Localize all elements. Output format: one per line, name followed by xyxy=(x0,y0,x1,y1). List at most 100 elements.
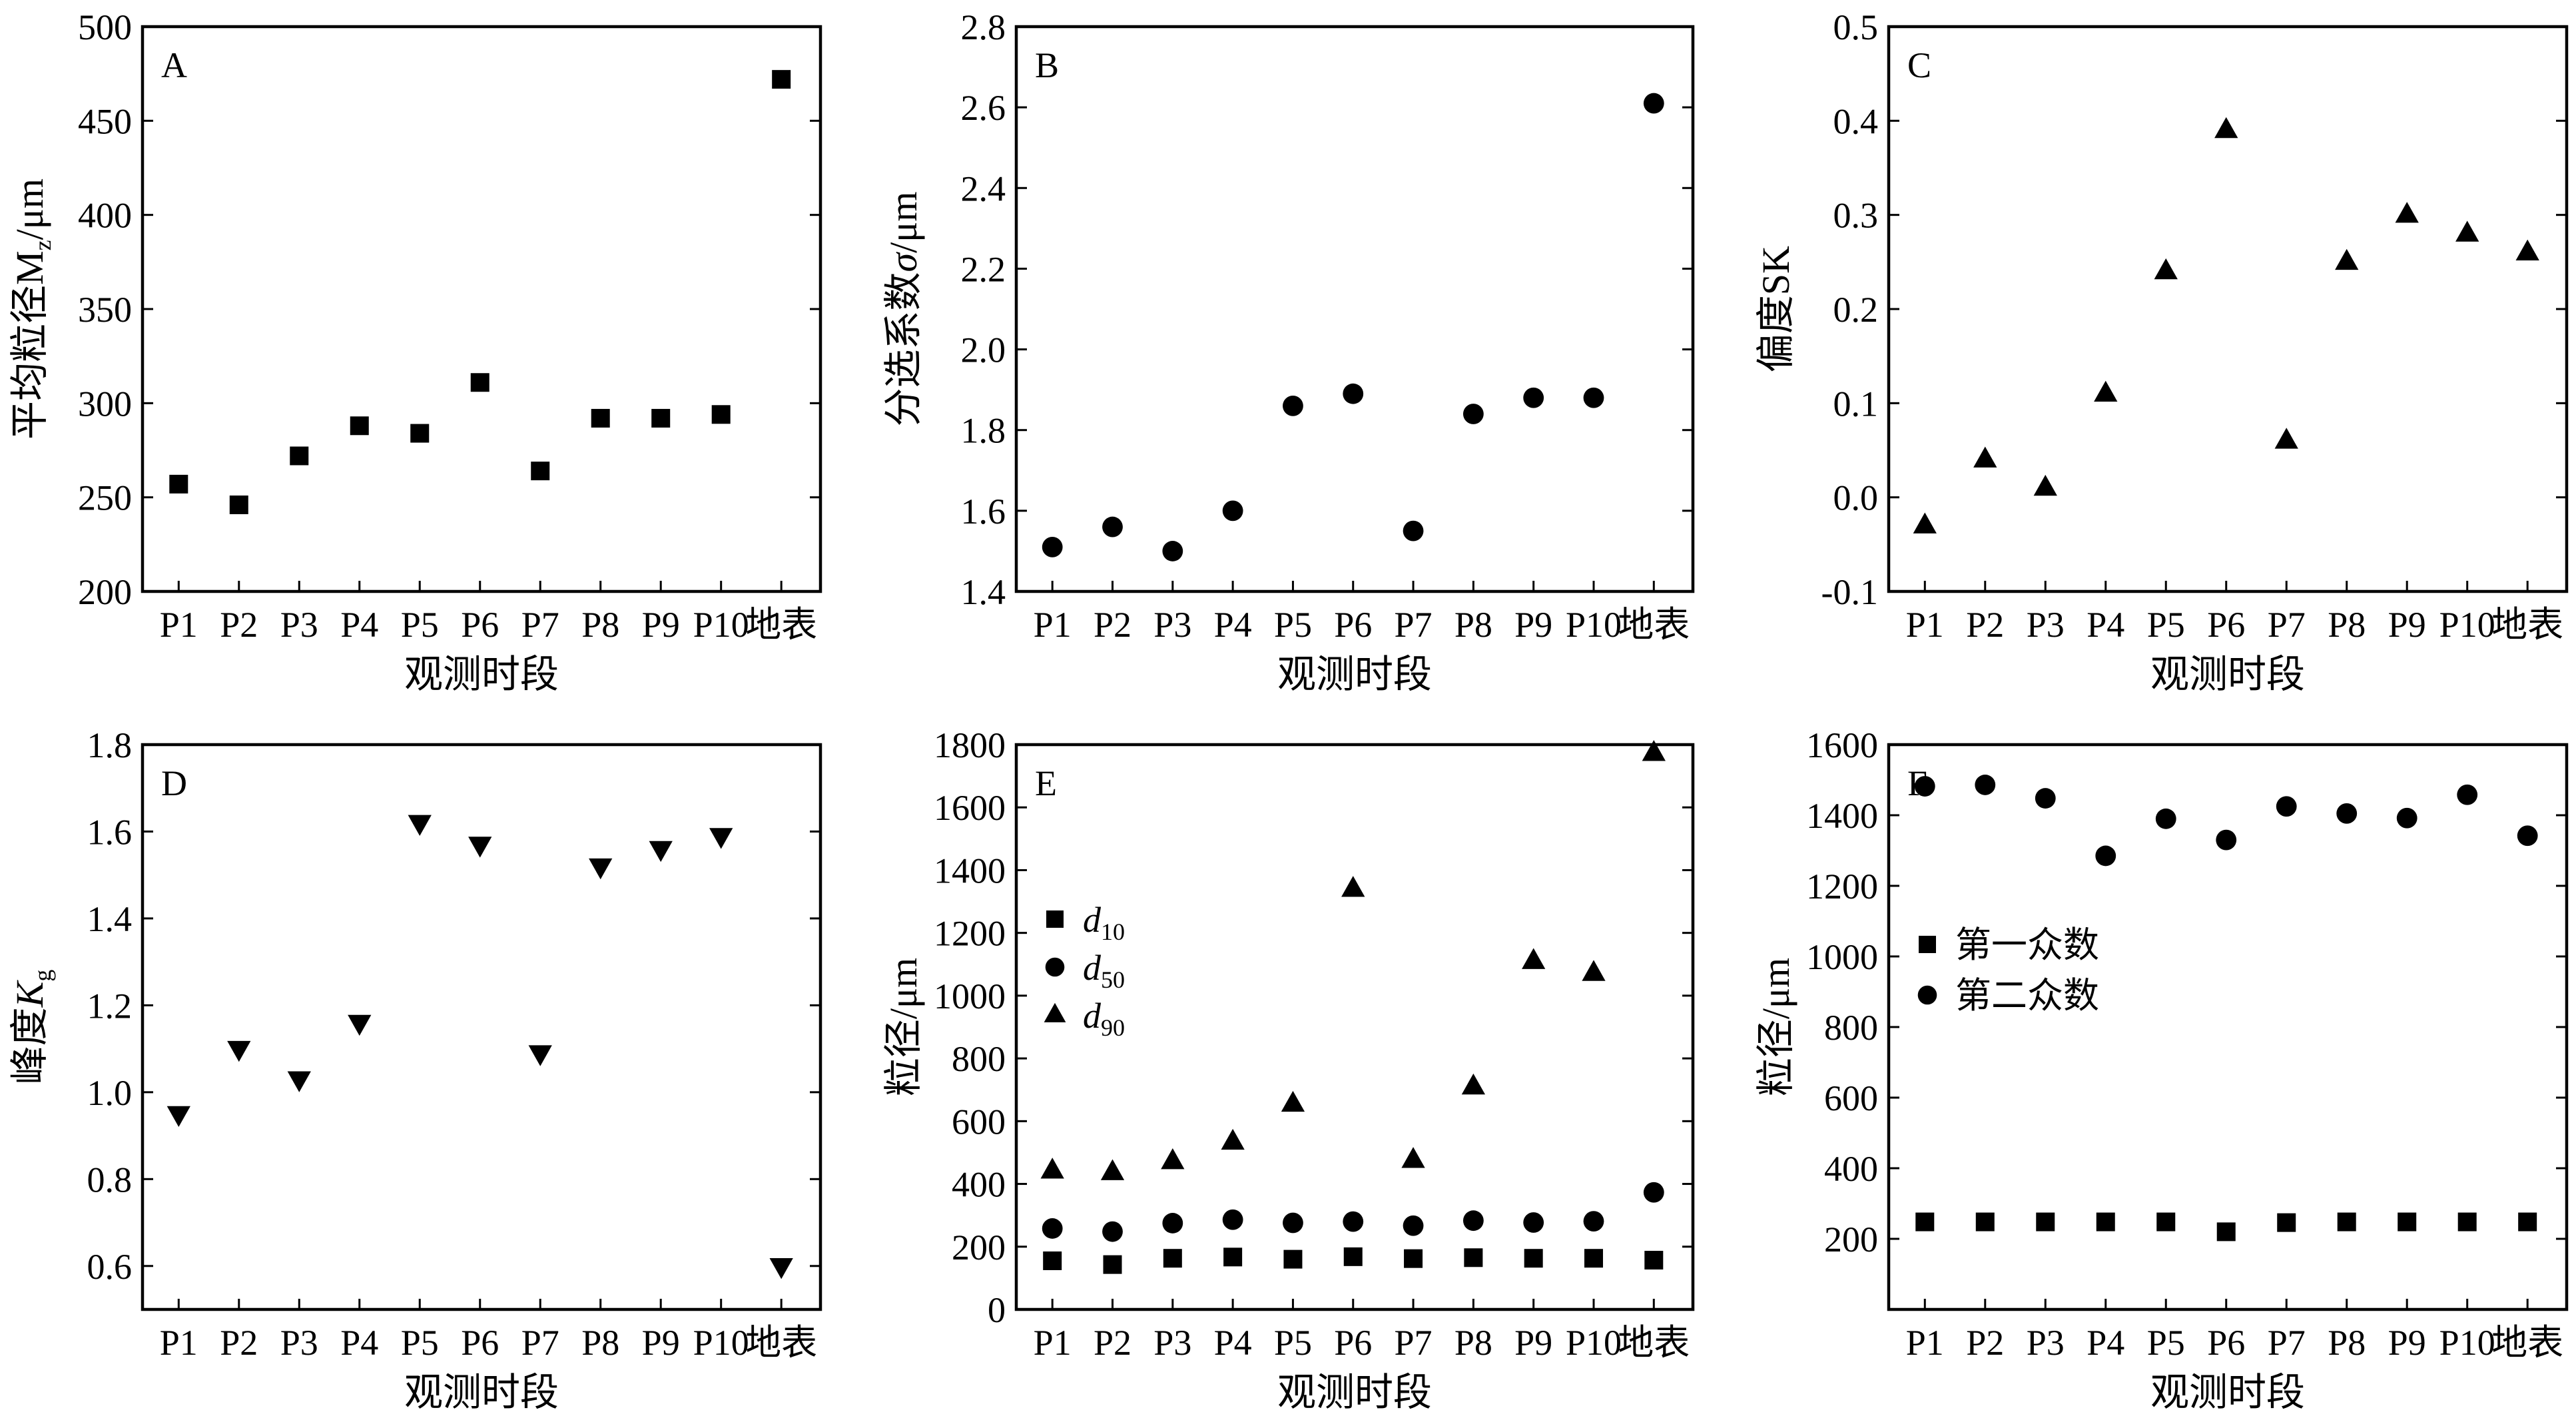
x-tick-label: 地表 xyxy=(2491,1323,2563,1363)
x-tick-label: P2 xyxy=(220,1323,258,1363)
x-tick-label: P3 xyxy=(2027,1323,2065,1363)
y-tick-label: 250 xyxy=(78,478,132,518)
x-tick-label: P3 xyxy=(280,605,318,645)
data-point xyxy=(2457,784,2478,805)
data-point xyxy=(591,408,610,428)
y-tick-label: 0.4 xyxy=(1833,101,1879,141)
y-tick-label: 2.4 xyxy=(961,169,1006,208)
data-point xyxy=(1162,1213,1183,1234)
x-axis-title: 观测时段 xyxy=(2150,1371,2305,1414)
x-tick-label: P1 xyxy=(1034,1323,1072,1363)
data-point xyxy=(1343,1247,1363,1266)
data-point xyxy=(2396,807,2417,829)
data-point xyxy=(1462,1210,1484,1232)
x-tick-label: P3 xyxy=(1153,605,1191,645)
data-point xyxy=(531,462,550,481)
data-point xyxy=(2337,1212,2356,1232)
data-point xyxy=(769,1258,793,1279)
y-tick-label: 200 xyxy=(1824,1220,1878,1259)
x-tick-label: P9 xyxy=(2388,1323,2426,1363)
y-tick-label: 350 xyxy=(78,290,132,330)
data-point xyxy=(2154,258,2178,280)
data-point xyxy=(709,828,733,849)
data-point xyxy=(2515,239,2539,260)
x-axis-title: 观测时段 xyxy=(404,653,559,696)
y-tick-label: 450 xyxy=(78,101,132,141)
data-point xyxy=(1100,1159,1125,1180)
y-tick-label: 1.0 xyxy=(87,1073,133,1113)
legend-label: d10 xyxy=(1083,900,1125,945)
data-point xyxy=(2156,1212,2176,1232)
panel-d: 0.6 0.8 1.0 1.2 1.4 1.6 1.8 P1 P2 P3 P4 P5 P6 P7 P8 P9 P… xyxy=(8,725,822,1414)
y-tick-label: 2.2 xyxy=(961,249,1006,289)
x-tick-label: P4 xyxy=(340,1323,378,1363)
data-point xyxy=(2276,796,2297,817)
y-tick-label: 2.6 xyxy=(961,88,1006,128)
legend-label: 第一众数 xyxy=(1955,925,2099,965)
data-point xyxy=(1464,1248,1483,1267)
x-tick-label: 地表 xyxy=(745,1323,817,1363)
y-tick-label: 1600 xyxy=(1806,725,1878,765)
x-tick-label: P4 xyxy=(2087,605,2124,645)
x-tick-label: P2 xyxy=(1094,605,1131,645)
data-point xyxy=(2155,808,2176,829)
x-tick-label: P10 xyxy=(693,605,749,645)
y-tick-label: 1000 xyxy=(934,976,1006,1016)
data-point xyxy=(1042,536,1063,557)
x-tick-label: P5 xyxy=(1274,605,1312,645)
x-tick-label: P9 xyxy=(642,605,680,645)
data-point xyxy=(169,474,188,494)
y-tick-label: 1.4 xyxy=(961,572,1006,612)
panel-e: 0 200 400 600 800 1000 1200 1400 1600 1800 P1 P2 P3 P… xyxy=(882,725,1695,1414)
x-tick-label: P8 xyxy=(2328,1323,2366,1363)
data-point xyxy=(1523,387,1544,408)
y-tick-label: 1.4 xyxy=(87,899,133,939)
data-point xyxy=(1162,541,1183,561)
data-point xyxy=(1975,1212,1995,1232)
data-point xyxy=(287,1071,311,1092)
data-point xyxy=(2094,380,2118,402)
data-point xyxy=(1102,1221,1123,1242)
data-point xyxy=(1221,1128,1245,1150)
data-point xyxy=(348,1014,372,1036)
x-tick-label: P7 xyxy=(1395,1323,1433,1363)
x-tick-label: P10 xyxy=(693,1323,749,1363)
x-tick-label: P8 xyxy=(1454,605,1492,645)
data-point xyxy=(1584,1249,1603,1268)
y-tick-label: 1400 xyxy=(1806,796,1878,836)
x-tick-label: P5 xyxy=(401,605,439,645)
data-point xyxy=(2517,825,2538,847)
data-point xyxy=(1644,1251,1664,1270)
y-tick-label: 400 xyxy=(1824,1149,1878,1189)
x-tick-label: P5 xyxy=(2147,605,2185,645)
data-point xyxy=(2395,202,2419,223)
legend-marker xyxy=(1046,910,1064,928)
data-point xyxy=(1913,512,1937,533)
y-tick-label: 0.6 xyxy=(87,1247,133,1287)
x-tick-label: 地表 xyxy=(1618,1323,1690,1363)
data-point xyxy=(229,495,248,514)
data-point xyxy=(1283,395,1303,416)
plot-frame xyxy=(141,743,822,1311)
data-point xyxy=(2457,1212,2477,1232)
data-point xyxy=(166,1106,190,1128)
x-tick-label: P3 xyxy=(280,1323,318,1363)
data-point xyxy=(772,70,791,89)
data-point xyxy=(408,815,432,837)
plot-frame xyxy=(1887,25,2569,593)
data-point xyxy=(2035,788,2056,809)
panel-c: -0.1 0.0 0.1 0.2 0.3 0.4 0.5 P1 P2 P3 P4 P5 P6 P7 P8 P9… xyxy=(1754,7,2569,696)
x-tick-label: P10 xyxy=(1566,1323,1622,1363)
y-tick-label: 0.0 xyxy=(1833,478,1879,518)
data-point xyxy=(1223,1247,1243,1267)
data-point xyxy=(2096,1212,2115,1232)
data-point xyxy=(1582,960,1606,981)
x-tick-label: P5 xyxy=(401,1323,439,1363)
data-point xyxy=(2518,1212,2537,1232)
y-tick-label: 2.0 xyxy=(961,330,1006,370)
data-point xyxy=(1341,876,1365,897)
data-point xyxy=(2335,248,2359,270)
x-tick-label: 地表 xyxy=(745,605,817,645)
x-tick-label: P4 xyxy=(1214,605,1252,645)
x-tick-label: P2 xyxy=(220,605,258,645)
